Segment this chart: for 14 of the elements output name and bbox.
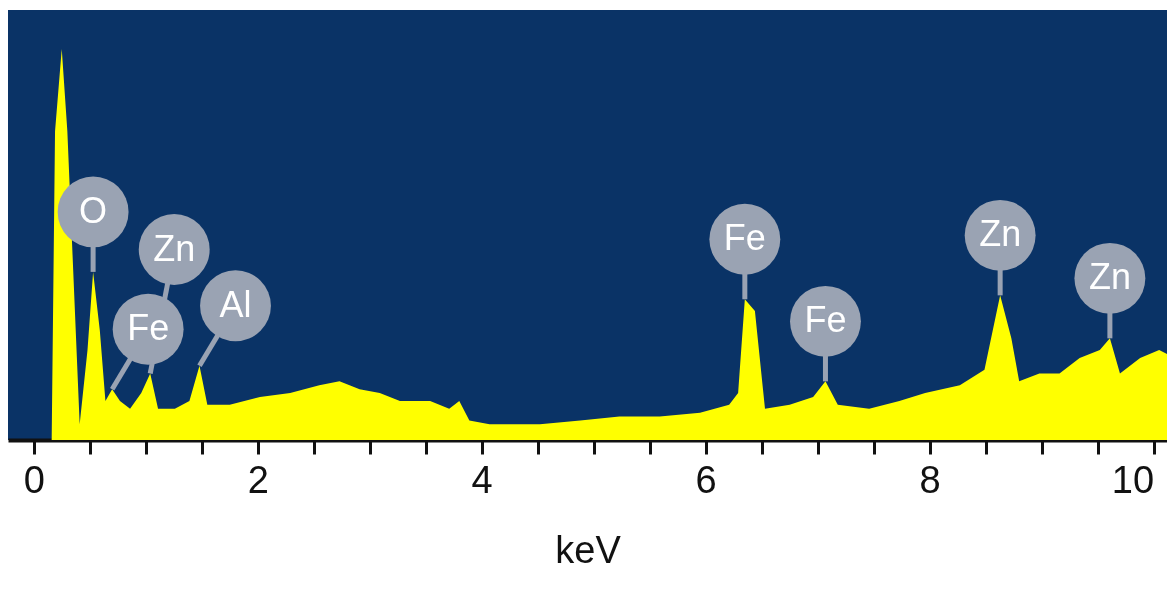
x-tick-label: 8 xyxy=(919,458,941,501)
x-tick-label: 10 xyxy=(1111,458,1155,501)
x-tick-label: 2 xyxy=(247,458,269,501)
annotation: Fe xyxy=(723,217,766,259)
annotation: Zn xyxy=(153,227,196,269)
x-tick-label: 6 xyxy=(695,458,717,501)
annotation: Al xyxy=(219,283,252,325)
x-tick-label: 0 xyxy=(23,458,45,501)
x-axis-title: keV xyxy=(555,528,622,571)
annotation: Zn xyxy=(979,213,1022,255)
annotation: Fe xyxy=(804,299,847,341)
x-tick-label: 4 xyxy=(471,458,493,501)
annotation: O xyxy=(79,189,108,231)
annotation: Zn xyxy=(1088,256,1131,298)
